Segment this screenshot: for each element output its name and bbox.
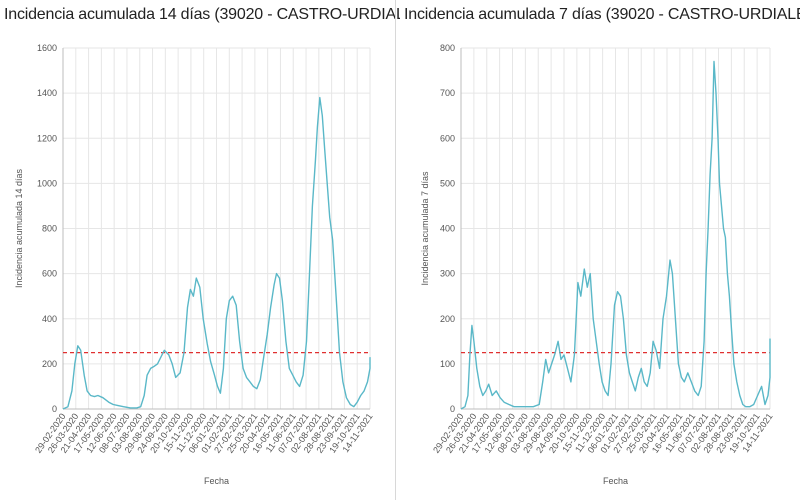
- y-tick-label: 1200: [37, 133, 57, 143]
- y-tick-label: 1400: [37, 88, 57, 98]
- incidence-14-days-chart: 29-02-202026-03-202021-04-202017-05-2020…: [14, 43, 375, 486]
- y-tick-label: 400: [42, 314, 57, 324]
- y-tick-label: 600: [42, 269, 57, 279]
- y-tick-label: 100: [440, 359, 455, 369]
- x-axis-title: Fecha: [603, 476, 628, 486]
- y-tick-label: 200: [440, 314, 455, 324]
- y-tick-label: 800: [440, 43, 455, 53]
- y-tick-label: 800: [42, 224, 57, 234]
- x-axis-title: Fecha: [204, 476, 229, 486]
- y-tick-label: 1600: [37, 43, 57, 53]
- y-axis-title: Incidencia acumulada 14 días: [14, 168, 24, 288]
- chart-title: Incidencia acumulada 14 días (39020 - CA…: [4, 6, 431, 23]
- chart-title: Incidencia acumulada 7 días (39020 - CAS…: [404, 6, 800, 23]
- y-tick-label: 200: [42, 359, 57, 369]
- panel-divider: [395, 0, 396, 500]
- y-tick-label: 1000: [37, 178, 57, 188]
- y-tick-label: 600: [440, 133, 455, 143]
- y-tick-label: 0: [52, 404, 57, 414]
- chart-panel-14-days: Incidencia acumulada 14 días (39020 - CA…: [0, 0, 431, 500]
- incidence-7-days-chart: 29-02-202026-03-202021-04-202017-05-2020…: [420, 43, 775, 486]
- series-line: [460, 60, 771, 410]
- chart-panel-7-days: Incidencia acumulada 7 días (39020 - CAS…: [400, 0, 800, 500]
- y-tick-label: 500: [440, 178, 455, 188]
- y-tick-label: 300: [440, 269, 455, 279]
- y-tick-label: 700: [440, 88, 455, 98]
- series-line: [62, 96, 371, 410]
- y-axis-title: Incidencia acumulada 7 días: [420, 171, 430, 286]
- y-tick-label: 0: [450, 404, 455, 414]
- y-tick-label: 400: [440, 224, 455, 234]
